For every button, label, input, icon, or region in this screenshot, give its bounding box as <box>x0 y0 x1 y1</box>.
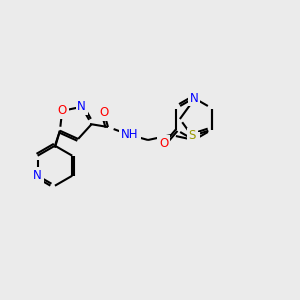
Text: NH: NH <box>121 128 139 142</box>
Text: O: O <box>58 104 67 117</box>
Text: O: O <box>159 137 168 150</box>
Text: S: S <box>188 130 196 142</box>
Text: N: N <box>190 92 198 104</box>
Text: N: N <box>190 134 198 146</box>
Text: N: N <box>33 169 42 182</box>
Text: N: N <box>77 100 86 113</box>
Text: O: O <box>99 106 109 119</box>
